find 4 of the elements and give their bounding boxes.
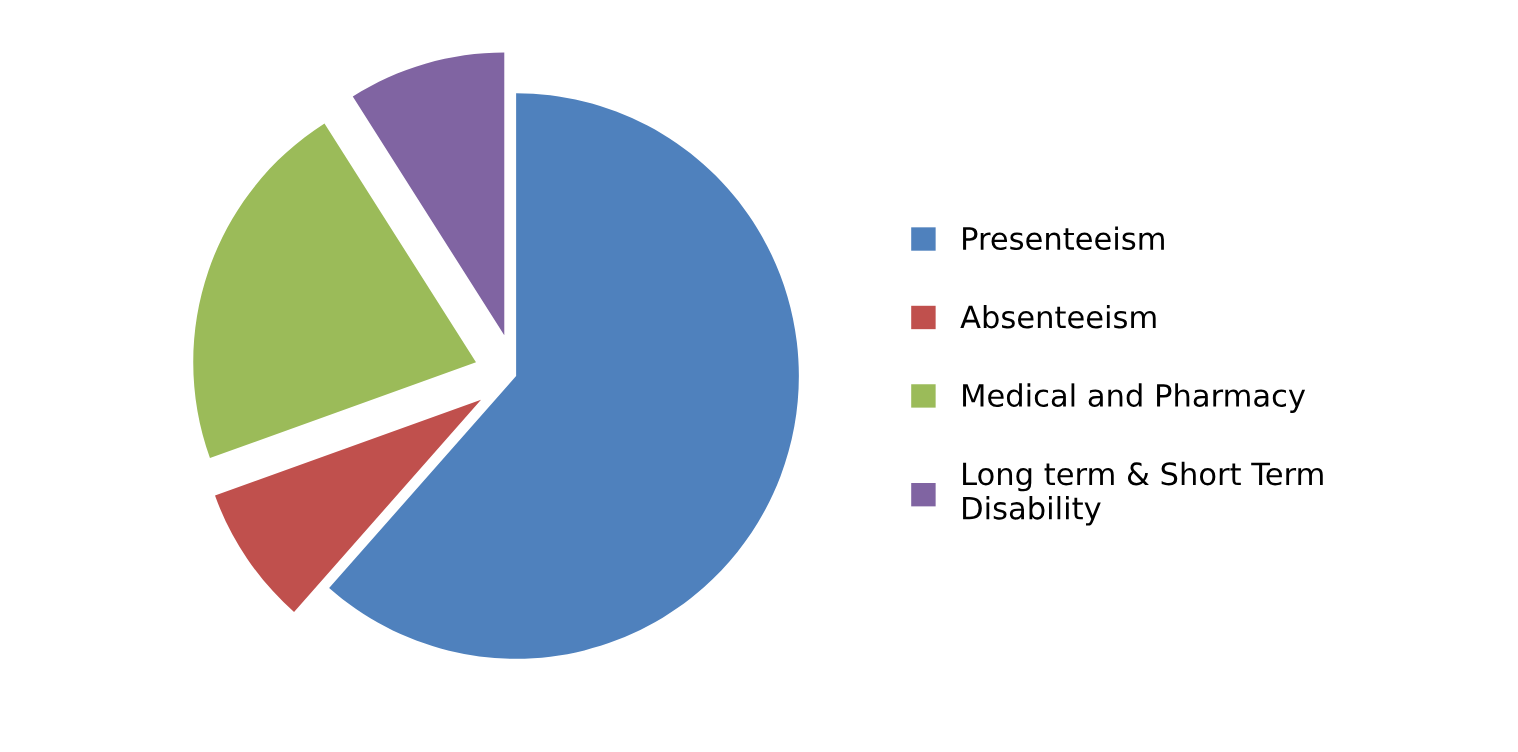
legend-label: Long term & Short Term Disability [963, 461, 1323, 526]
legend-label: Presenteeism [963, 226, 1164, 251]
legend-label: Medical and Pharmacy [963, 383, 1306, 413]
legend-label: Absenteeism [960, 304, 1156, 329]
